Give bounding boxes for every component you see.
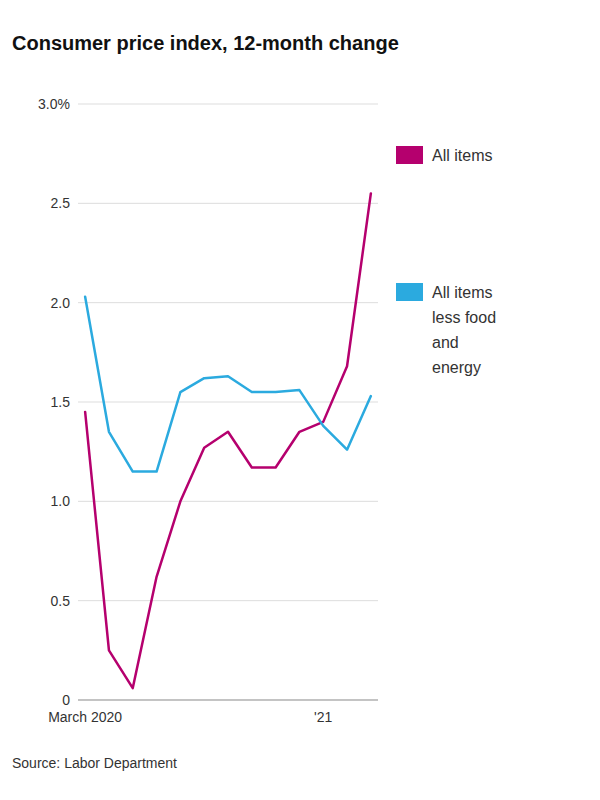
y-tick-label: 0.5 <box>51 593 71 609</box>
legend-label-line: All items <box>432 147 492 164</box>
series-line <box>85 297 371 472</box>
y-tick-label: 0 <box>62 692 70 708</box>
x-tick-labels: March 2020 '21 <box>48 709 332 725</box>
chart-title: Consumer price index, 12-month change <box>12 32 399 54</box>
y-tick-label: 2.5 <box>51 195 71 211</box>
y-grid <box>78 104 378 700</box>
chart-container: Consumer price index, 12-month change 0 0.… <box>0 0 600 800</box>
x-axis-line <box>78 700 378 701</box>
legend-label-line: less food <box>432 309 496 326</box>
grid-line <box>78 501 378 502</box>
legend-swatch <box>396 283 423 301</box>
legend-label-line: energy <box>432 359 481 376</box>
legend-label-line: and <box>432 334 459 351</box>
legend-label: All items less food and energy <box>432 284 496 376</box>
series-lines <box>85 193 371 688</box>
grid-line <box>78 104 378 105</box>
source-note: Source: Labor Department <box>12 755 177 771</box>
y-tick-label: 1.5 <box>51 394 71 410</box>
legend-label-line: All items <box>432 284 492 301</box>
y-tick-label: 3.0% <box>38 96 70 112</box>
grid-line <box>78 600 378 601</box>
grid-line <box>78 302 378 303</box>
legend-label: All items <box>432 147 492 164</box>
series-line <box>85 193 371 688</box>
x-tick-label: March 2020 <box>48 709 122 725</box>
y-tick-labels: 0 0.5 1.0 1.5 2.0 2.5 3.0% <box>38 96 70 708</box>
x-tick-label: '21 <box>314 709 332 725</box>
y-tick-label: 2.0 <box>51 295 71 311</box>
legend-swatch <box>396 146 423 164</box>
y-tick-label: 1.0 <box>51 493 71 509</box>
grid-line <box>78 203 378 204</box>
legend: All items All items less food and energy <box>396 146 496 376</box>
chart-svg: Consumer price index, 12-month change 0 0.… <box>0 0 600 800</box>
grid-line <box>78 700 378 701</box>
